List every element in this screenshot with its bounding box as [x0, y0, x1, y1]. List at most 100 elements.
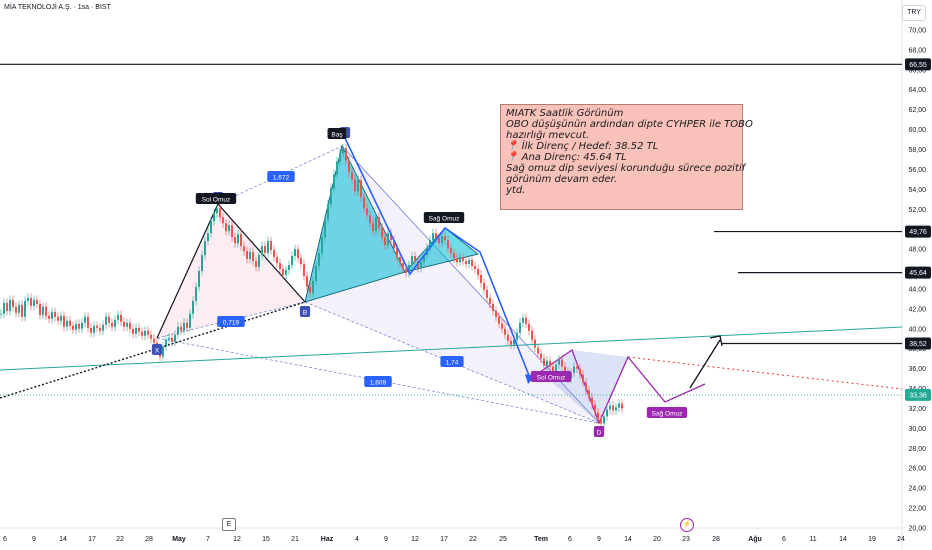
candle-body: [9, 299, 11, 311]
candle-body: [195, 286, 197, 301]
candle-body: [363, 197, 365, 209]
time-tick-label: 9: [597, 536, 601, 543]
candle-body: [579, 368, 581, 375]
candle-body: [33, 299, 35, 306]
candle-body: [138, 327, 140, 332]
price-tick-label: 26,00: [908, 466, 926, 473]
candle-body: [39, 303, 41, 315]
candle-body: [540, 353, 542, 359]
candle-body: [321, 237, 323, 254]
price-tag-label: 45,64: [909, 270, 927, 277]
candle-body: [291, 256, 293, 266]
candle-body: [288, 265, 290, 271]
candle-body: [318, 253, 320, 267]
candle-body: [153, 338, 155, 343]
candle-body: [531, 330, 533, 340]
candle-body: [36, 299, 38, 304]
time-tick-label: 6: [568, 536, 572, 543]
obo-right-shoulder-label: Sağ Omuz: [429, 216, 460, 223]
candle-body: [432, 233, 434, 241]
candle-body: [516, 332, 518, 340]
candle-body: [309, 286, 311, 293]
candle-body: [300, 258, 302, 265]
note-line-7: görünüm devam eder.: [506, 174, 618, 185]
candle-body: [18, 304, 20, 313]
candle-body: [303, 264, 305, 276]
time-tick-label: 11: [809, 536, 816, 543]
candle-body: [405, 269, 407, 274]
candle-body: [471, 260, 473, 267]
candle-body: [123, 321, 125, 327]
time-tick-label: 6: [782, 536, 786, 543]
candle-body: [450, 248, 452, 254]
candle-body: [372, 223, 374, 232]
candle-body: [99, 327, 101, 331]
candle-body: [201, 255, 203, 272]
candle-body: [87, 316, 89, 328]
candle-body: [297, 249, 299, 259]
candle-body: [528, 323, 530, 331]
candle-body: [165, 339, 167, 347]
earnings-marker[interactable]: E: [222, 518, 236, 531]
candle-body: [114, 319, 116, 327]
candle-body: [534, 339, 536, 348]
candle-body: [330, 188, 332, 205]
price-tick-label: 22,00: [908, 506, 926, 513]
candle-body: [456, 258, 458, 263]
tobo-left-shoulder-label-box: [530, 371, 572, 382]
candle-body: [105, 316, 107, 325]
candle-body: [558, 359, 560, 365]
price-tick-label: 60,00: [908, 127, 926, 134]
candle-body: [483, 282, 485, 290]
obo-left-shoulder-label-box: [195, 193, 237, 204]
candle-body: [45, 306, 47, 316]
currency-button[interactable]: TRY: [902, 5, 926, 21]
candle-body: [429, 240, 431, 249]
candle-body: [504, 328, 506, 335]
candle-body: [591, 397, 593, 405]
candle-body: [213, 213, 215, 222]
candle-body: [54, 311, 56, 317]
candle-body: [0, 313, 2, 315]
candle-body: [495, 310, 497, 317]
candle-body: [126, 322, 128, 327]
dividend-marker[interactable]: ⚡: [680, 518, 694, 532]
candle-body: [267, 241, 269, 254]
candle-body: [576, 366, 578, 369]
ratio-xb-box: [217, 316, 245, 327]
price-tick-label: 32,00: [908, 406, 926, 413]
candle-body: [612, 405, 614, 411]
projection-path-down: [344, 137, 531, 379]
candle-body: [261, 246, 263, 256]
candle-body: [522, 317, 524, 323]
time-tick-label: 9: [384, 536, 388, 543]
candle-body: [144, 330, 146, 336]
candle-body: [273, 250, 275, 258]
price-tick-label: 42,00: [908, 306, 926, 313]
candle-body: [180, 326, 182, 331]
price-tick-label: 40,00: [908, 326, 926, 333]
candle-body: [369, 215, 371, 224]
candle-body: [447, 240, 449, 249]
candle-body: [129, 322, 131, 329]
price-tick-label: 36,00: [908, 366, 926, 373]
price-tick-label: 58,00: [908, 147, 926, 154]
candle-body: [204, 241, 206, 256]
candle-body: [240, 234, 242, 247]
candle-body: [75, 323, 77, 330]
analysis-note[interactable]: MIATK Saatlik Görünüm OBO düşüşünün ardı…: [500, 104, 753, 210]
time-tick-label: 7: [206, 536, 210, 543]
candle-body: [84, 316, 86, 323]
candle-body: [51, 311, 53, 319]
ratio-xd: 1,609: [370, 380, 387, 387]
candle-body: [387, 233, 389, 246]
time-tick-label: 17: [88, 536, 96, 543]
price-tick-label: 44,00: [908, 286, 926, 293]
candle-body: [351, 172, 353, 180]
candle-body: [588, 390, 590, 398]
harmonic-point-d: D: [597, 430, 602, 437]
candle-body: [360, 180, 362, 198]
time-tick-label: 14: [624, 536, 632, 543]
